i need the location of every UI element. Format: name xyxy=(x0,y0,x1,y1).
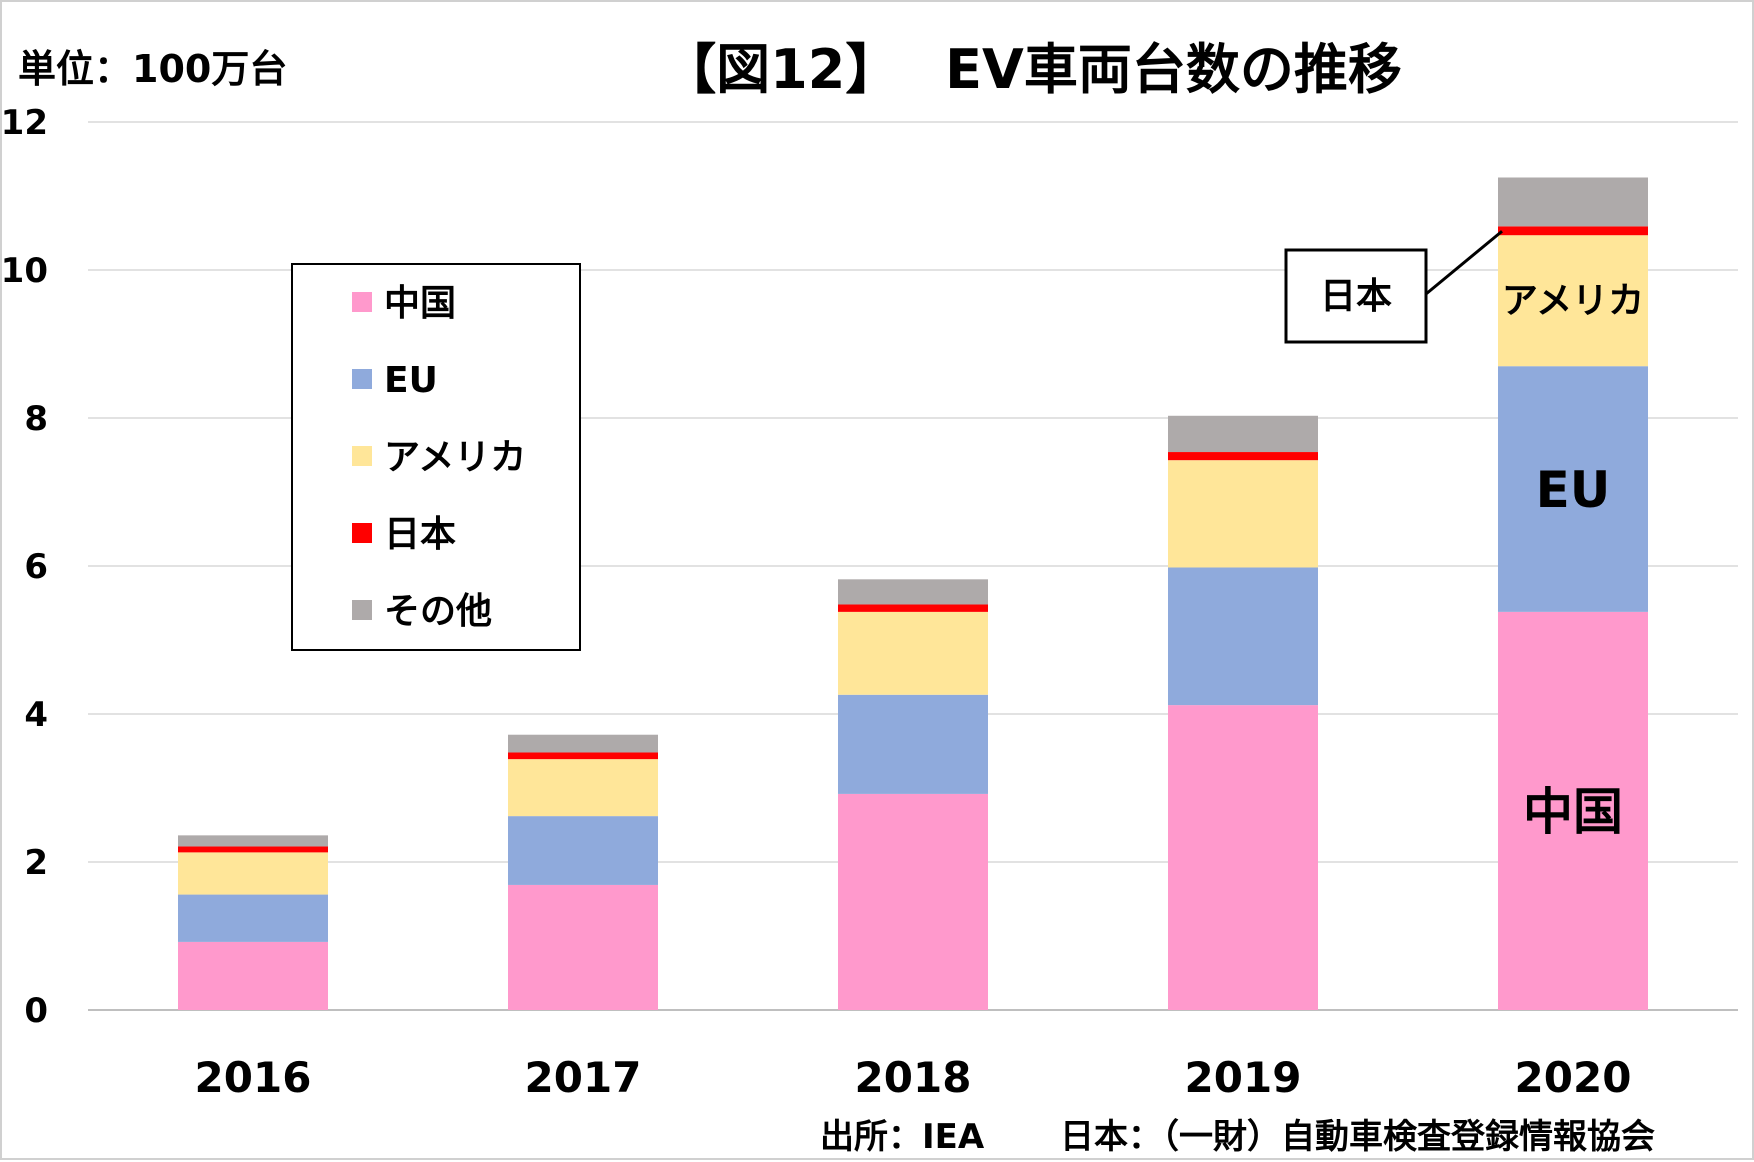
callout-box xyxy=(1284,248,1428,344)
legend-swatch xyxy=(352,600,372,620)
bar-segment-EU-2019 xyxy=(1168,567,1318,706)
y-tick-label: 12 xyxy=(2,103,48,143)
bar-segment-EU-2018 xyxy=(838,694,988,794)
bar-segment-中国-2019 xyxy=(1168,705,1318,1010)
legend-label: 中国 xyxy=(384,283,456,324)
bar-segment-中国-2020 xyxy=(1498,611,1648,1010)
bar-segment-その他-2020 xyxy=(1498,177,1648,227)
bar-segment-その他-2019 xyxy=(1168,415,1318,453)
source-iea: 出所：IEA xyxy=(820,1117,985,1157)
bar-segment-アメリカ-2016 xyxy=(178,852,328,895)
legend-label: EU xyxy=(384,360,438,401)
y-tick-label: 0 xyxy=(24,991,48,1031)
label-china-2020: 中国 xyxy=(1523,783,1623,841)
bar-segment-EU-2020 xyxy=(1498,366,1648,612)
chart-title: 【図12】 EV車両台数の推移 xyxy=(662,38,1402,101)
legend-swatch xyxy=(352,446,372,466)
bar-segment-中国-2017 xyxy=(508,884,658,1010)
bars xyxy=(178,177,1648,1010)
bar-segment-中国-2018 xyxy=(838,793,988,1010)
label-usa-2020: アメリカ xyxy=(1502,281,1644,322)
y-tick-label: 2 xyxy=(24,843,48,883)
x-axis-ticks: 2016 2017 2018 2019 2020 xyxy=(195,1053,1632,1102)
y-tick-label: 10 xyxy=(2,251,48,291)
source-japan: 日本：（一財）自動車検査登録情報協会 xyxy=(1060,1117,1655,1157)
legend-box xyxy=(291,263,581,651)
bar-segment-アメリカ-2017 xyxy=(508,759,658,817)
bar-segment-アメリカ-2019 xyxy=(1168,460,1318,568)
callout-leader-line xyxy=(1425,230,1503,296)
label-eu-2020: EU xyxy=(1536,461,1611,519)
x-tick-label: 2020 xyxy=(1515,1053,1632,1102)
callout-label: 日本 xyxy=(1320,276,1392,317)
bar-segment-日本-2020 xyxy=(1498,226,1648,236)
x-tick-label: 2016 xyxy=(195,1053,312,1102)
bar-segment-日本-2018 xyxy=(838,604,988,612)
bar-segment-日本-2017 xyxy=(508,752,658,760)
x-tick-label: 2018 xyxy=(855,1053,972,1102)
y-tick-label: 4 xyxy=(24,695,48,735)
japan-callout: 日本 xyxy=(1284,230,1503,344)
bar-segment-EU-2017 xyxy=(508,816,658,885)
x-tick-label: 2017 xyxy=(525,1053,642,1102)
bar-segment-日本-2019 xyxy=(1168,452,1318,461)
x-tick-label: 2019 xyxy=(1185,1053,1302,1102)
legend-label: 日本 xyxy=(384,514,456,555)
bar-segment-中国-2016 xyxy=(178,941,328,1010)
y-tick-label: 6 xyxy=(24,547,48,587)
bar-segment-その他-2018 xyxy=(838,579,988,605)
y-tick-label: 8 xyxy=(24,399,48,439)
bar-segment-アメリカ-2020 xyxy=(1498,235,1648,367)
legend-label: その他 xyxy=(384,591,492,632)
unit-label: 単位：100万台 xyxy=(18,47,287,91)
bar-segment-アメリカ-2018 xyxy=(838,611,988,695)
bar-segment-EU-2016 xyxy=(178,894,328,942)
y-axis-ticks: 0 2 4 6 8 10 12 xyxy=(2,103,48,1031)
legend-label: アメリカ xyxy=(384,437,526,478)
legend-swatch xyxy=(352,369,372,389)
bar-segment-日本-2016 xyxy=(178,846,328,853)
bar-segment-その他-2017 xyxy=(508,734,658,753)
bar-segment-その他-2016 xyxy=(178,835,328,847)
legend-swatch xyxy=(352,292,372,312)
legend-swatch xyxy=(352,523,372,543)
